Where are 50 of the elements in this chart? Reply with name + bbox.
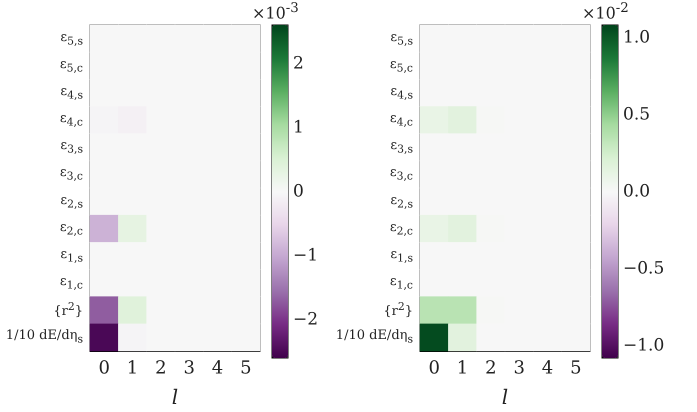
y-tick-label: ε$_{3,s}$ bbox=[390, 138, 413, 156]
color-bar-title: ×10$^{-3}$ bbox=[252, 1, 299, 22]
y-tick-label: ε$_{5,s}$ bbox=[60, 29, 83, 47]
color-bar-label: −2 bbox=[293, 310, 318, 330]
color-bar-label: −1 bbox=[293, 246, 318, 266]
x-axis-title: l bbox=[172, 385, 178, 409]
x-tick-label: 0 bbox=[428, 358, 440, 378]
color-bar-label: 0.0 bbox=[623, 182, 650, 202]
x-tick-label: 2 bbox=[485, 358, 497, 378]
y-tick-label: 1/10 dE/dη$_{s}$ bbox=[6, 328, 83, 346]
y-tick-label: ε$_{1,c}$ bbox=[390, 274, 413, 292]
color-bar-label: −0.5 bbox=[623, 258, 664, 279]
color-bar-title: ×10$^{-2}$ bbox=[582, 1, 629, 22]
x-tick-label: 1 bbox=[456, 358, 468, 378]
color-bar-label: 0 bbox=[293, 182, 304, 202]
x-tick-label: 1 bbox=[126, 358, 138, 378]
y-tick-label: ε$_{5,c}$ bbox=[60, 56, 83, 74]
color-bar-label: 1.0 bbox=[623, 27, 650, 48]
y-tick-label: ε$_{3,s}$ bbox=[60, 138, 83, 156]
y-tick-label: ε$_{5,s}$ bbox=[390, 29, 413, 47]
y-tick-label: ε$_{2,c}$ bbox=[390, 220, 413, 238]
x-tick-label: 4 bbox=[212, 358, 224, 378]
x-tick-label: 5 bbox=[240, 358, 252, 378]
y-tick-label: ε$_{4,s}$ bbox=[390, 84, 413, 102]
y-tick-label: ε$_{2,c}$ bbox=[60, 220, 83, 238]
x-tick-label: 2 bbox=[155, 358, 167, 378]
y-tick-label: ε$_{4,c}$ bbox=[390, 110, 413, 128]
x-tick-label: 0 bbox=[98, 358, 110, 378]
color-bar-label: 2 bbox=[293, 53, 304, 74]
y-tick-label: ε$_{1,s}$ bbox=[60, 246, 83, 264]
x-tick-label: 3 bbox=[183, 358, 195, 378]
y-tick-label: ε$_{1,c}$ bbox=[60, 274, 83, 292]
y-tick-label: ε$_{2,s}$ bbox=[60, 192, 83, 210]
color-bar-label: 1 bbox=[293, 117, 304, 138]
x-tick-label: 5 bbox=[570, 358, 582, 378]
color-bar-label: −1.0 bbox=[623, 336, 664, 356]
y-tick-label: {r$^{2}$} bbox=[53, 300, 83, 320]
color-bar-label: 0.5 bbox=[623, 104, 650, 124]
y-tick-label: {r$^{2}$} bbox=[383, 300, 413, 320]
x-axis-title: l bbox=[502, 385, 508, 409]
y-tick-label: ε$_{4,s}$ bbox=[60, 84, 83, 102]
y-tick-label: ε$_{2,s}$ bbox=[390, 192, 413, 210]
x-tick-label: 4 bbox=[542, 358, 554, 378]
y-tick-label: ε$_{4,c}$ bbox=[60, 110, 83, 128]
y-tick-label: 1/10 dE/dη$_{s}$ bbox=[336, 328, 413, 346]
y-tick-label: ε$_{3,c}$ bbox=[390, 165, 413, 183]
y-tick-label: ε$_{5,c}$ bbox=[390, 56, 413, 74]
y-tick-label: ε$_{3,c}$ bbox=[60, 165, 83, 183]
y-tick-label: ε$_{1,s}$ bbox=[390, 246, 413, 264]
x-tick-label: 3 bbox=[513, 358, 525, 378]
